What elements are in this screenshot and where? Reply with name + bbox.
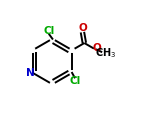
Text: O: O	[78, 23, 87, 33]
Text: Cl: Cl	[69, 76, 80, 86]
Text: N: N	[26, 68, 34, 78]
Circle shape	[30, 48, 35, 52]
Circle shape	[50, 82, 55, 86]
Circle shape	[70, 71, 74, 75]
Text: O: O	[93, 43, 101, 53]
Text: CH$_3$: CH$_3$	[95, 46, 116, 60]
Circle shape	[50, 37, 55, 41]
Circle shape	[70, 48, 74, 52]
Text: Cl: Cl	[44, 26, 55, 36]
